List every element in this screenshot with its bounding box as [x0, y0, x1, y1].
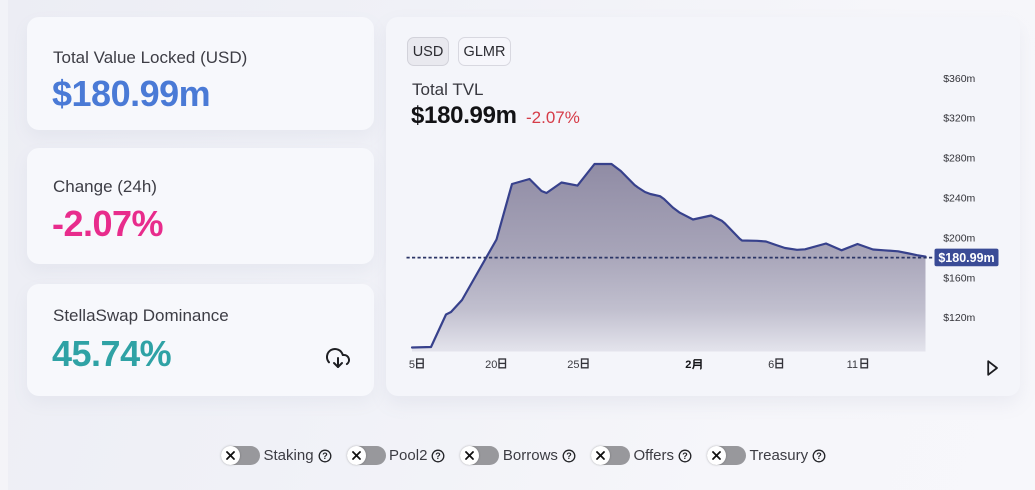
svg-text:$240m: $240m — [943, 193, 975, 205]
svg-text:$180.99m: $180.99m — [938, 251, 994, 265]
svg-text:?: ? — [816, 451, 822, 461]
svg-text:$120m: $120m — [943, 312, 975, 324]
svg-text:?: ? — [566, 451, 572, 461]
svg-text:$280m: $280m — [943, 153, 975, 165]
svg-text:20: 20 — [485, 359, 497, 371]
svg-text:?: ? — [682, 451, 688, 461]
svg-text:11: 11 — [847, 359, 858, 371]
svg-text:6: 6 — [768, 359, 774, 371]
svg-text:$200m: $200m — [943, 232, 975, 244]
svg-text:5: 5 — [409, 359, 415, 371]
svg-text:$360m: $360m — [943, 75, 975, 85]
svg-text:2: 2 — [685, 359, 691, 371]
svg-text:25: 25 — [567, 359, 579, 371]
svg-text:?: ? — [436, 451, 442, 461]
svg-text:$160m: $160m — [943, 272, 975, 284]
svg-text:$320m: $320m — [943, 113, 975, 125]
svg-text:?: ? — [322, 451, 328, 461]
